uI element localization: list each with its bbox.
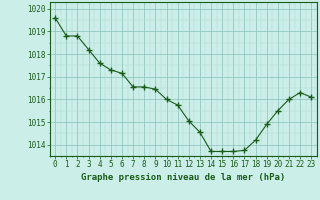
X-axis label: Graphe pression niveau de la mer (hPa): Graphe pression niveau de la mer (hPa) — [81, 173, 285, 182]
